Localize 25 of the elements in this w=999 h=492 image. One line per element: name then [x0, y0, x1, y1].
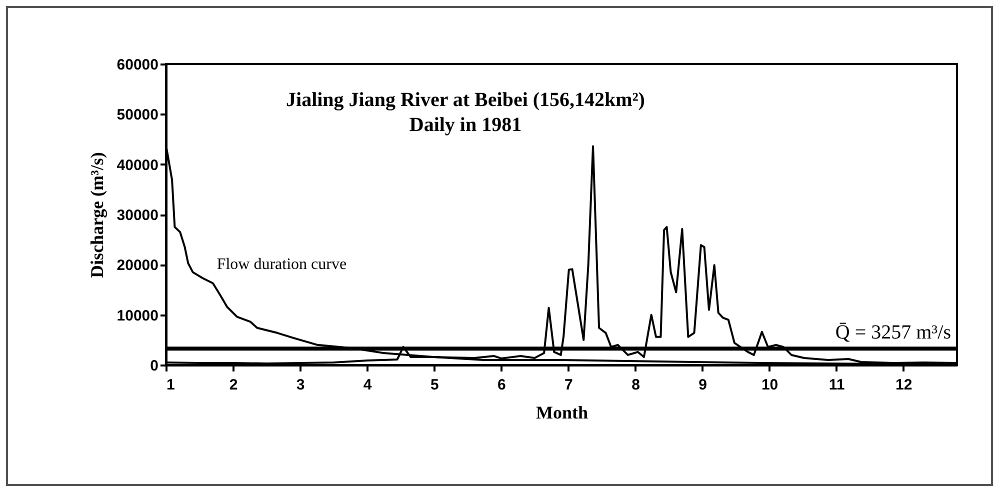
text: Jialing Jiang River at Beibei (156,142km²)	[286, 89, 645, 111]
y-tick-label: 30000	[116, 207, 158, 224]
text: Daily in 1981	[409, 114, 522, 136]
y-axis-title: Discharge (m³/s)	[86, 152, 107, 278]
x-tick-label: 4	[363, 376, 372, 394]
x-tick-label: 7	[564, 376, 573, 394]
ref-line-label: Q̄ = 3257 m³/s	[835, 322, 952, 344]
x-tick-label: 2	[229, 376, 238, 394]
y-tick-label: 10000	[116, 307, 158, 324]
series-label: Flow duration curve	[216, 256, 347, 274]
x-tick-label: 6	[498, 376, 506, 394]
x-tick-label: 1	[166, 376, 175, 394]
y-tick-label: 0	[150, 358, 158, 374]
x-axis-title: Month	[536, 402, 588, 422]
x-tick-label: 5	[430, 376, 439, 394]
x-tick-label: 3	[296, 376, 305, 394]
x-tick-label: 12	[896, 376, 912, 394]
x-tick-label: 9	[698, 376, 707, 394]
x-tick-label: 11	[828, 376, 845, 394]
y-tick-label: 40000	[116, 156, 158, 174]
x-tick-label: 10	[761, 376, 778, 394]
y-tick-label: 50000	[116, 106, 158, 124]
x-tick-label: 8	[632, 376, 640, 394]
y-tick-label: 20000	[116, 257, 158, 274]
y-tick-label: 60000	[116, 56, 158, 74]
